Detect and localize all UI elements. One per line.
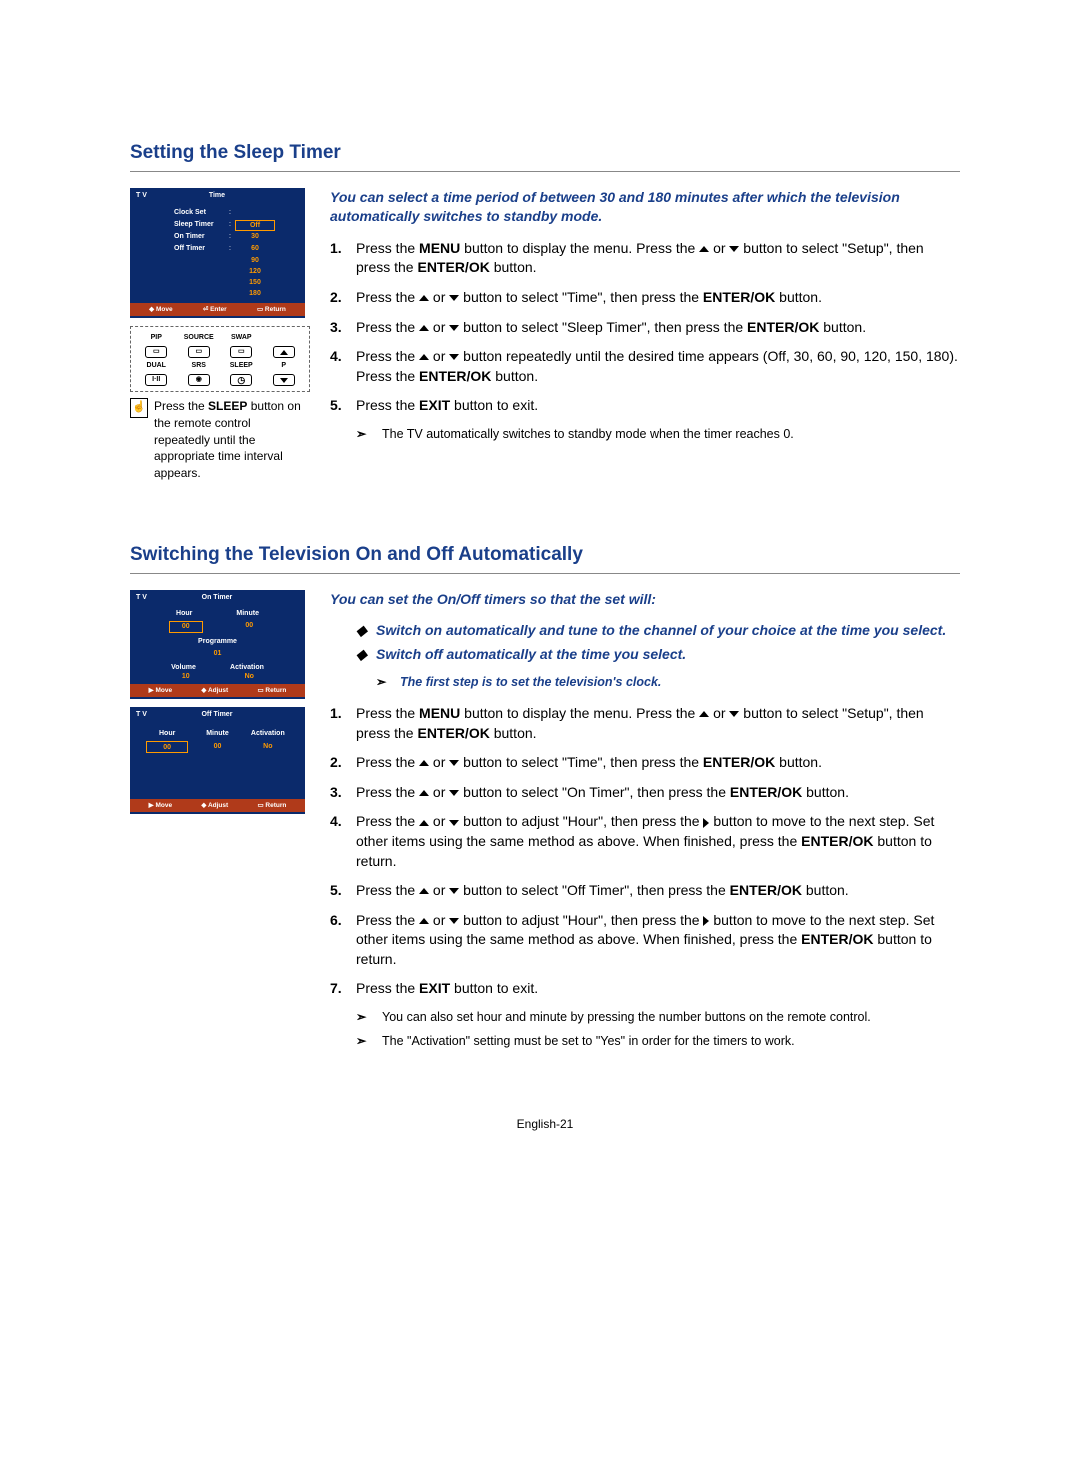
sub-note: ➣ The first step is to set the televisio… xyxy=(376,674,960,692)
down-icon xyxy=(449,354,459,360)
down-icon xyxy=(729,711,739,717)
section-sleep-timer: Setting the Sleep Timer T V Time Clock S… xyxy=(130,140,960,482)
down-icon xyxy=(449,790,459,796)
up-icon xyxy=(419,325,429,331)
remote-sleep-button xyxy=(230,374,252,386)
up-icon xyxy=(699,711,709,717)
bullet-2: Switch off automatically at the time you… xyxy=(356,645,960,665)
remote-source-button xyxy=(188,346,210,358)
heading-auto-onoff: Switching the Television On and Off Auto… xyxy=(130,542,960,574)
s2-step-4: Press the or button to adjust "Hour", th… xyxy=(330,812,960,871)
step-1: Press the MENU button to display the men… xyxy=(330,239,960,278)
note-number-buttons: ➣ You can also set hour and minute by pr… xyxy=(356,1009,960,1027)
tip-sleep: ☝ Press the SLEEP button on the remote c… xyxy=(130,398,310,482)
note-arrow-icon: ➣ xyxy=(356,1033,372,1051)
right-column: You can select a time period of between … xyxy=(330,188,960,482)
bullet-1: Switch on automatically and tune to the … xyxy=(356,621,960,641)
up-icon xyxy=(699,246,709,252)
up-icon xyxy=(419,354,429,360)
s2-step-7: Press the EXIT button to exit. xyxy=(330,979,960,999)
heading-sleep-timer: Setting the Sleep Timer xyxy=(130,140,960,172)
right-column-2: You can set the On/Off timers so that th… xyxy=(330,590,960,1056)
up-icon xyxy=(419,888,429,894)
remote-swap-button xyxy=(230,346,252,358)
s2-step-2: Press the or button to select "Time", th… xyxy=(330,753,960,773)
s2-step-3: Press the or button to select "On Timer"… xyxy=(330,783,960,803)
osd-time-menu: T V Time Clock Set: Sleep Timer:Off On T… xyxy=(130,188,305,319)
steps-list: Press the MENU button to display the men… xyxy=(330,239,960,416)
s2-step-5: Press the or button to select "Off Timer… xyxy=(330,881,960,901)
s2-step-1: Press the MENU button to display the men… xyxy=(330,704,960,743)
hand-icon: ☝ xyxy=(130,398,148,418)
intro-text-2: You can set the On/Off timers so that th… xyxy=(330,590,960,610)
up-icon xyxy=(419,820,429,826)
up-icon xyxy=(419,760,429,766)
up-icon xyxy=(419,790,429,796)
up-icon xyxy=(419,295,429,301)
down-icon xyxy=(449,325,459,331)
left-column-2: T V On Timer Hour Minute 00 00 Programme… xyxy=(130,590,310,1056)
note-arrow-icon: ➣ xyxy=(356,426,372,444)
intro-text: You can select a time period of between … xyxy=(330,188,960,227)
step-5: Press the EXIT button to exit. xyxy=(330,396,960,416)
down-icon xyxy=(729,246,739,252)
osd-on-timer: T V On Timer Hour Minute 00 00 Programme… xyxy=(130,590,305,700)
osd-off-timer: T V Off Timer Hour Minute Activation 00 … xyxy=(130,707,305,814)
down-icon xyxy=(449,918,459,924)
remote-pip-button xyxy=(145,346,167,358)
note-auto-standby: ➣ The TV automatically switches to stand… xyxy=(356,426,960,444)
left-column: T V Time Clock Set: Sleep Timer:Off On T… xyxy=(130,188,310,482)
down-icon xyxy=(449,888,459,894)
remote-down-button xyxy=(273,374,295,386)
s2-step-6: Press the or button to adjust "Hour", th… xyxy=(330,911,960,970)
steps-list-2: Press the MENU button to display the men… xyxy=(330,704,960,999)
note-arrow-icon: ➣ xyxy=(356,1009,372,1027)
down-icon xyxy=(449,820,459,826)
remote-srs-button: ◉ xyxy=(188,374,210,386)
osd-tv-label: T V xyxy=(136,191,147,201)
remote-dual-button: I·II xyxy=(145,374,167,386)
step-4: Press the or button repeatedly until the… xyxy=(330,347,960,386)
remote-snippet: PIP SOURCE SWAP DUAL SRS SLEEP P xyxy=(130,326,310,392)
note-activation: ➣ The "Activation" setting must be set t… xyxy=(356,1033,960,1051)
page-number: English-21 xyxy=(130,1116,960,1133)
up-icon xyxy=(419,918,429,924)
step-2: Press the or button to select "Time", th… xyxy=(330,288,960,308)
down-icon xyxy=(449,295,459,301)
step-3: Press the or button to select "Sleep Tim… xyxy=(330,318,960,338)
down-icon xyxy=(449,760,459,766)
section-auto-onoff: Switching the Television On and Off Auto… xyxy=(130,542,960,1056)
remote-up-button xyxy=(273,346,295,358)
note-arrow-icon: ➣ xyxy=(376,674,392,692)
intro-bullets: Switch on automatically and tune to the … xyxy=(356,621,960,664)
osd-title: Time xyxy=(147,191,287,201)
